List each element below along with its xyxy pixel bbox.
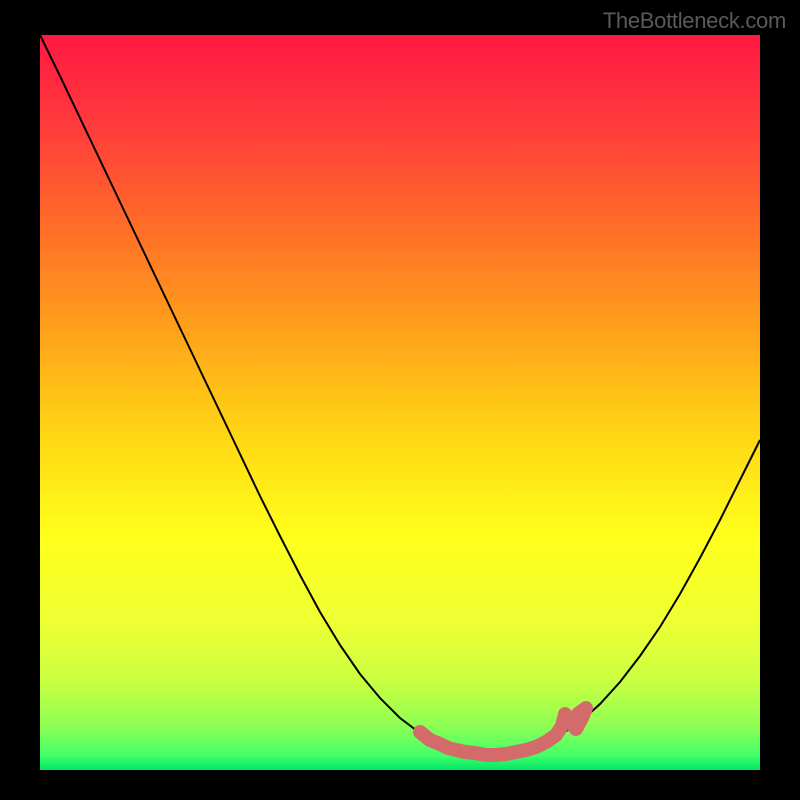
watermark-text: TheBottleneck.com: [603, 8, 786, 34]
plot-background: [40, 35, 760, 770]
chart-svg: [0, 0, 800, 800]
bottleneck-chart: TheBottleneck.com: [0, 0, 800, 800]
